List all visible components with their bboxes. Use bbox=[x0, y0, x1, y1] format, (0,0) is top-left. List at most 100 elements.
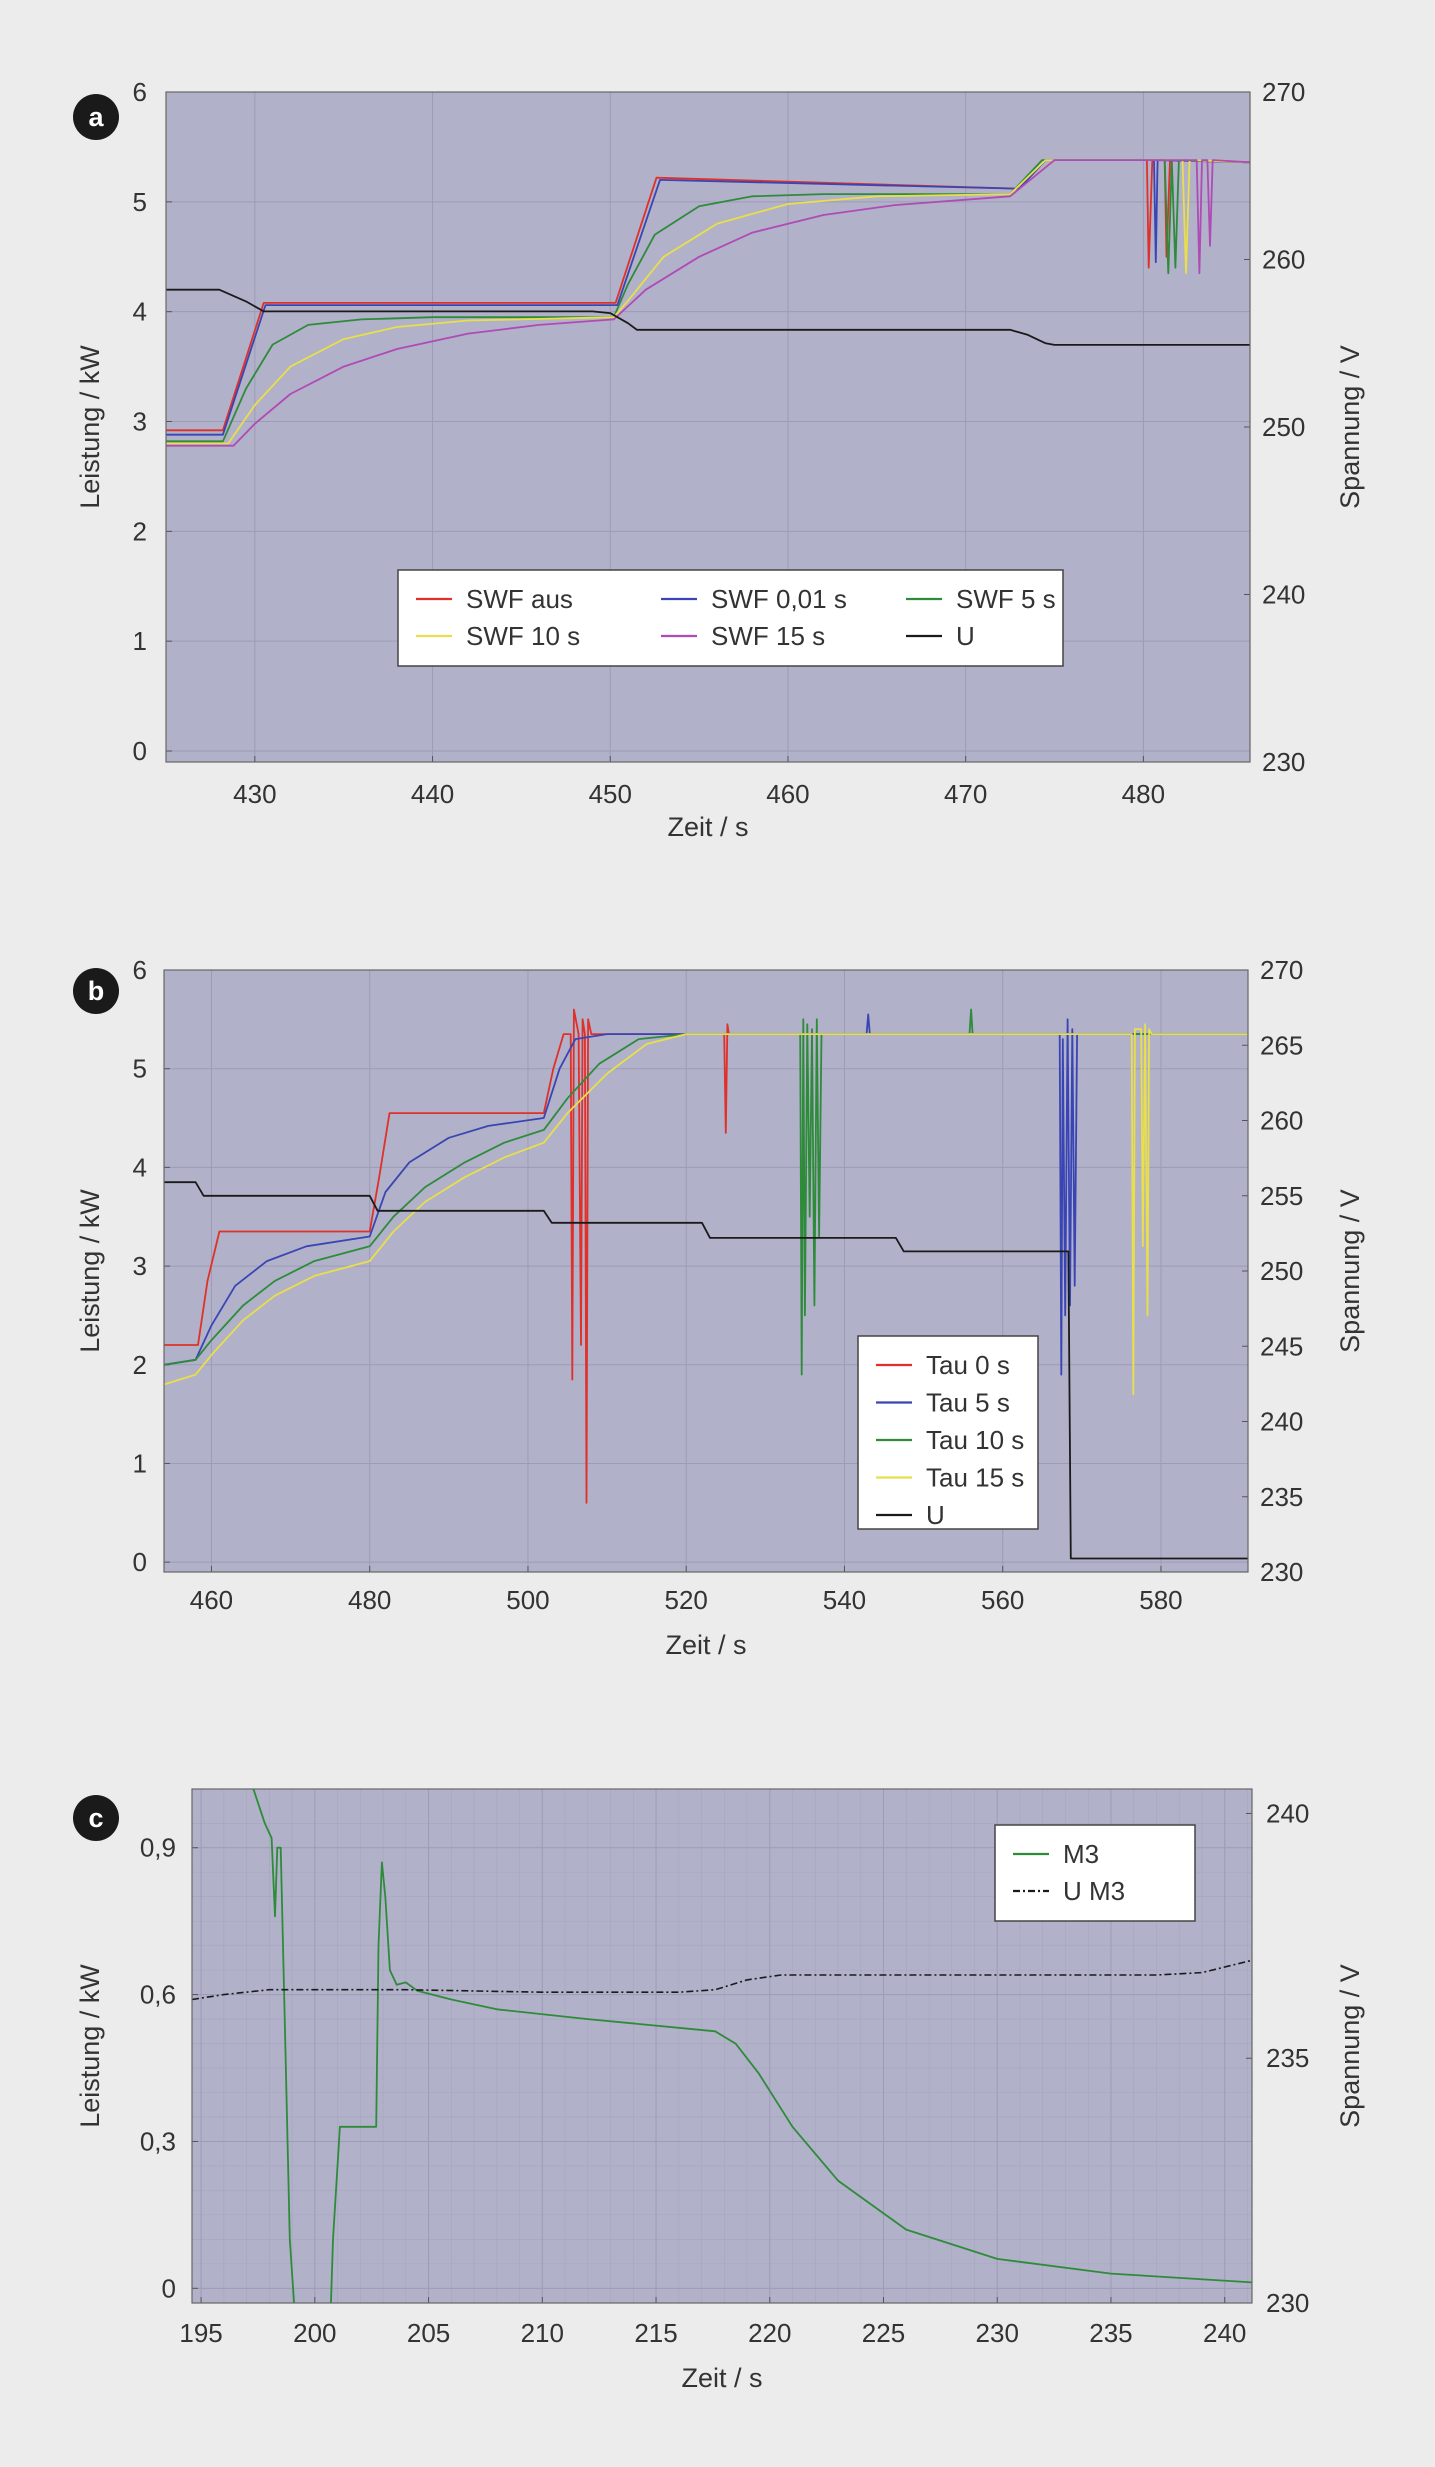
y2-tick-label: 260 bbox=[1260, 1106, 1303, 1136]
chart-panel-a: 430 440 450 460 470 480 0 1 2 3 4 5 6 230 240 250 260 270… bbox=[73, 77, 1365, 842]
legend-box bbox=[994, 1824, 1196, 1922]
y-axis-title: Leistung / kW bbox=[75, 1964, 105, 2128]
series-line-u bbox=[164, 1181, 1248, 1560]
legend-label: U M3 bbox=[1063, 1876, 1125, 1906]
y2-axis-title: Spannung / V bbox=[1335, 345, 1365, 509]
y-tick-label: 4 bbox=[133, 297, 147, 327]
legend-label: SWF 15 s bbox=[711, 621, 825, 651]
panel-badge bbox=[73, 1795, 119, 1841]
x-tick-label: 440 bbox=[411, 779, 454, 809]
series-group bbox=[164, 1008, 1248, 1560]
x-axis-title: Zeit / s bbox=[665, 1630, 746, 1660]
legend-label: M3 bbox=[1063, 1839, 1099, 1869]
legend-box bbox=[857, 1335, 1039, 1530]
legend-box bbox=[397, 569, 1064, 667]
y-tick-label: 0 bbox=[133, 736, 147, 766]
plot-frame bbox=[165, 91, 1251, 763]
y-tick-label: 2 bbox=[133, 1350, 147, 1380]
legend-label: Tau 0 s bbox=[926, 1350, 1010, 1380]
legend-label: SWF aus bbox=[466, 584, 573, 614]
x-tick-label: 430 bbox=[233, 779, 276, 809]
x-tick-label: 235 bbox=[1089, 2318, 1132, 2348]
x-tick-label: 200 bbox=[293, 2318, 336, 2348]
x-tick-label: 240 bbox=[1203, 2318, 1246, 2348]
y2-axis-title: Spannung / V bbox=[1335, 1189, 1365, 1353]
x-tick-label: 230 bbox=[976, 2318, 1019, 2348]
legend: Tau 0 s Tau 5 s Tau 10 s Tau 15 s U bbox=[857, 1335, 1039, 1530]
series-line-u-m3 bbox=[192, 1959, 1252, 2001]
x-tick-label: 480 bbox=[1122, 779, 1165, 809]
series-line-swf-15-s bbox=[166, 159, 1250, 447]
panel-badge-label: c bbox=[88, 1803, 103, 1833]
y-tick-label: 0,6 bbox=[140, 1980, 176, 2010]
series-group bbox=[192, 1789, 1252, 2303]
y2-tick-label: 235 bbox=[1266, 2043, 1309, 2073]
y2-tick-label: 240 bbox=[1266, 1798, 1309, 1828]
plot-frame bbox=[163, 969, 1249, 1573]
panel-badge bbox=[73, 968, 119, 1014]
x-tick-label: 210 bbox=[521, 2318, 564, 2348]
y-tick-label: 6 bbox=[133, 77, 147, 107]
y2-tick-label: 265 bbox=[1260, 1030, 1303, 1060]
legend: M3 U M3 bbox=[994, 1824, 1196, 1922]
x-tick-label: 540 bbox=[823, 1585, 866, 1615]
y-tick-label: 0 bbox=[133, 1547, 147, 1577]
legend-label: SWF 10 s bbox=[466, 621, 580, 651]
y2-tick-label: 255 bbox=[1260, 1181, 1303, 1211]
x-tick-label: 470 bbox=[944, 779, 987, 809]
series-group bbox=[166, 159, 1250, 447]
y-tick-label: 3 bbox=[133, 407, 147, 437]
chart-panel-c: 195 200 205 210 215 220 225 230 235 240 0 0,3 0,6 0,9… bbox=[73, 1788, 1365, 2393]
y2-tick-label: 230 bbox=[1262, 747, 1305, 777]
y2-tick-label: 260 bbox=[1262, 245, 1305, 275]
y-axis-title: Leistung / kW bbox=[75, 345, 105, 509]
y-tick-label: 5 bbox=[133, 187, 147, 217]
y-tick-label: 2 bbox=[133, 516, 147, 546]
legend: SWF aus SWF 0,01 s SWF 5 s SWF 10 s SWF 15 s… bbox=[397, 569, 1064, 667]
series-line-u bbox=[166, 288, 1250, 346]
legend-label: Tau 10 s bbox=[926, 1425, 1024, 1455]
x-tick-label: 560 bbox=[981, 1585, 1024, 1615]
panel-badge-label: b bbox=[88, 976, 105, 1006]
y2-tick-label: 230 bbox=[1266, 2288, 1309, 2318]
y-tick-label: 5 bbox=[133, 1054, 147, 1084]
series-line-swf-5-s bbox=[166, 159, 1250, 443]
y-tick-label: 0,9 bbox=[140, 1833, 176, 1863]
x-tick-label: 195 bbox=[179, 2318, 222, 2348]
x-tick-label: 220 bbox=[748, 2318, 791, 2348]
series-line-tau-5-s bbox=[164, 1013, 1248, 1376]
chart-panel-b: 460 480 500 520 540 560 580 0 1 2 3 4 5 6 230 235 240 245… bbox=[73, 955, 1365, 1660]
y2-tick-label: 240 bbox=[1260, 1407, 1303, 1437]
y2-tick-label: 270 bbox=[1260, 955, 1303, 985]
y2-tick-label: 250 bbox=[1262, 412, 1305, 442]
plot-frame bbox=[191, 1788, 1253, 2304]
series-line-tau-15-s bbox=[164, 1023, 1248, 1396]
legend-label: Tau 5 s bbox=[926, 1388, 1010, 1418]
series-line-m3 bbox=[252, 1789, 1252, 2303]
legend-label: SWF 5 s bbox=[956, 584, 1056, 614]
y-tick-label: 0 bbox=[162, 2273, 176, 2303]
x-tick-label: 205 bbox=[407, 2318, 450, 2348]
x-tick-label: 215 bbox=[634, 2318, 677, 2348]
y-tick-label: 6 bbox=[133, 955, 147, 985]
y-tick-label: 3 bbox=[133, 1251, 147, 1281]
x-tick-label: 460 bbox=[190, 1585, 233, 1615]
x-axis-title: Zeit / s bbox=[667, 812, 748, 842]
panel-badge bbox=[73, 94, 119, 140]
y-tick-label: 1 bbox=[133, 626, 147, 656]
y-tick-label: 4 bbox=[133, 1152, 147, 1182]
y-tick-label: 0,3 bbox=[140, 2126, 176, 2156]
x-tick-label: 520 bbox=[665, 1585, 708, 1615]
y-tick-label: 1 bbox=[133, 1448, 147, 1478]
x-tick-label: 225 bbox=[862, 2318, 905, 2348]
x-tick-label: 460 bbox=[766, 779, 809, 809]
x-tick-label: 580 bbox=[1139, 1585, 1182, 1615]
y2-axis-title: Spannung / V bbox=[1335, 1964, 1365, 2128]
plot-area bbox=[164, 970, 1248, 1572]
y2-tick-label: 240 bbox=[1262, 580, 1305, 610]
legend-label: U bbox=[926, 1500, 945, 1530]
y2-tick-label: 230 bbox=[1260, 1557, 1303, 1587]
legend-label: SWF 0,01 s bbox=[711, 584, 847, 614]
panel-badge-label: a bbox=[88, 102, 104, 132]
y2-tick-label: 270 bbox=[1262, 77, 1305, 107]
